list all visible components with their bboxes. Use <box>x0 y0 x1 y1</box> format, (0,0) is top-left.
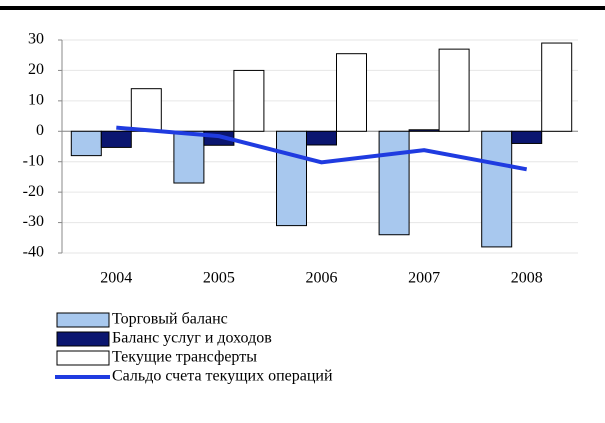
bar <box>378 130 410 236</box>
legend-swatch <box>56 312 110 328</box>
bar <box>336 53 367 132</box>
y-tick-label: 0 <box>36 122 44 139</box>
bar <box>130 88 162 132</box>
bar <box>70 130 102 157</box>
legend-label: Текущие трансферты <box>112 349 257 366</box>
x-tick-label: 2005 <box>203 270 235 287</box>
bar <box>276 130 307 227</box>
x-tick-label: 2004 <box>100 270 132 287</box>
bar <box>173 130 205 184</box>
bar <box>438 48 470 132</box>
top-rule <box>0 6 605 10</box>
y-tick-label: -40 <box>23 244 44 261</box>
y-tick-label: 10 <box>28 92 44 109</box>
bar <box>541 42 573 132</box>
y-tick-label: -10 <box>23 152 44 169</box>
bar <box>511 130 543 144</box>
legend-label: Торговый баланс <box>112 311 228 328</box>
bar <box>233 69 265 132</box>
legend-label: Сальдо счета текущих операций <box>112 368 333 385</box>
bar <box>481 130 513 248</box>
x-tick-label: 2006 <box>306 270 338 287</box>
bar <box>100 130 132 148</box>
x-tick-label: 2008 <box>511 270 543 287</box>
y-tick-label: 20 <box>28 61 44 78</box>
legend-swatch <box>56 331 110 347</box>
bar <box>306 130 337 146</box>
bar <box>408 129 440 132</box>
legend-swatch <box>56 350 110 366</box>
legend-label: Баланс услуг и доходов <box>112 330 272 347</box>
y-tick-label: -30 <box>23 213 44 230</box>
x-tick-label: 2007 <box>408 270 440 287</box>
y-tick-label: -20 <box>23 183 44 200</box>
line <box>116 125 528 172</box>
y-tick-label: 30 <box>28 31 44 48</box>
